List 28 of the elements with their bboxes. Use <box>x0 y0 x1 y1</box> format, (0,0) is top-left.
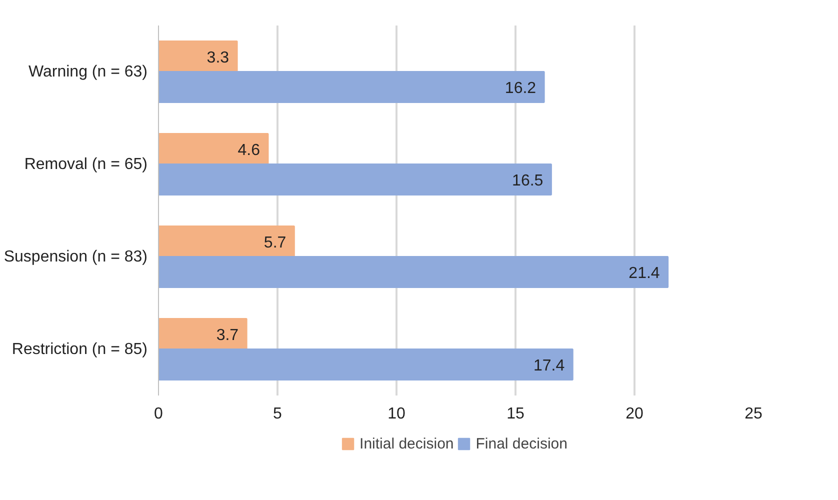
y-tick-label: Restriction (n = 85) <box>12 340 148 358</box>
x-tick-label: 15 <box>506 406 524 422</box>
x-tick-label: 5 <box>273 406 282 422</box>
data-label: 3.3 <box>206 49 230 66</box>
bar <box>158 348 574 381</box>
y-tick-label: Suspension (n = 83) <box>4 248 148 266</box>
bar <box>158 40 238 72</box>
bar <box>158 71 545 104</box>
bar <box>158 132 269 165</box>
data-label: 3.7 <box>216 326 239 344</box>
x-tick-label: 20 <box>626 406 644 422</box>
x-tick-label: 10 <box>388 406 406 422</box>
data-label: 16.2 <box>504 80 536 98</box>
bar <box>158 225 295 258</box>
bar <box>158 164 552 196</box>
legend-label: Initial decision <box>360 435 454 452</box>
data-label: 4.6 <box>238 142 260 159</box>
x-tick-label: 0 <box>154 406 164 422</box>
legend-label: Final decision <box>476 435 568 452</box>
data-label: 16.5 <box>512 172 544 190</box>
x-tick-label: 25 <box>744 406 762 422</box>
bar <box>158 256 669 288</box>
y-tick-label: Warning (n = 63) <box>28 63 148 80</box>
bar <box>158 318 248 350</box>
y-tick-label: Removal (n = 65) <box>24 156 148 173</box>
data-label: 21.4 <box>628 265 660 282</box>
data-label: 5.7 <box>264 234 286 252</box>
data-label: 17.4 <box>533 358 565 375</box>
